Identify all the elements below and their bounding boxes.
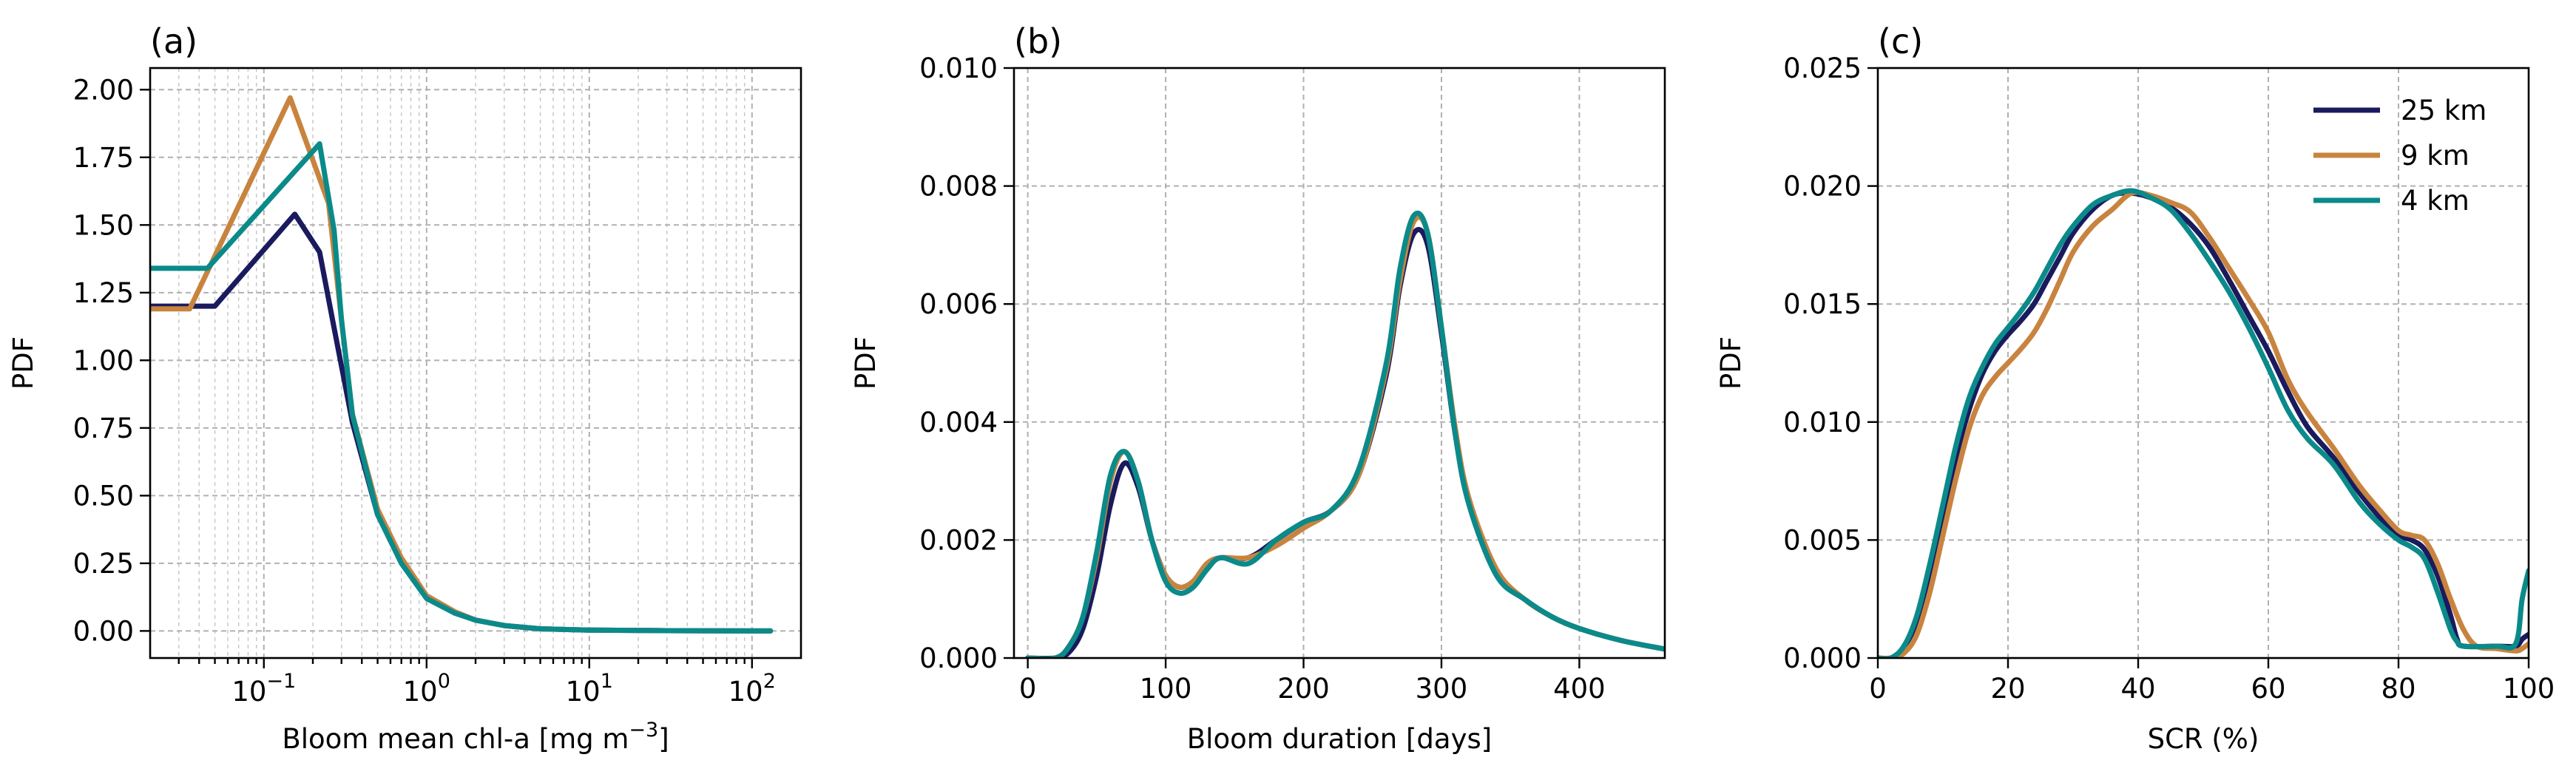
plot-frame — [1013, 67, 1666, 659]
series-line-4-km — [1025, 210, 1665, 658]
plot-frame — [1876, 67, 2530, 659]
x-axis-label: Bloom duration [days] — [1187, 723, 1492, 755]
y-tick-label: 2.00 — [73, 74, 134, 106]
series-line-25-km — [1878, 190, 2529, 658]
panel-a-series — [150, 95, 774, 634]
panel-b: 0 100 200 300 400 0.000 0.002 0.004 0.006 0.008 0.… — [850, 21, 1666, 755]
y-tick-label: 0.004 — [919, 407, 998, 438]
y-tick-label: 0.50 — [73, 480, 134, 512]
series-line-25-km — [150, 211, 774, 634]
y-tick-label: 1.25 — [73, 277, 134, 309]
series-line-9-km — [1878, 189, 2529, 658]
legend-label-4-km: 4 km — [2401, 185, 2469, 217]
y-tick-label: 0.015 — [1783, 288, 1862, 320]
x-tick-label: 10−1 — [231, 670, 296, 708]
x-tick-label: 100 — [2503, 673, 2555, 705]
y-tick-label: 1.75 — [73, 142, 134, 174]
y-tick-label: 0.010 — [919, 52, 998, 84]
y-tick-label: 0.025 — [1783, 52, 1862, 84]
y-tick-label: 0.005 — [1783, 524, 1862, 556]
panel-c-series — [1878, 188, 2529, 658]
x-tick-label: 400 — [1553, 673, 1606, 705]
y-tick-label: 0.002 — [919, 524, 998, 556]
legend-label-9-km: 9 km — [2401, 140, 2469, 172]
panel-b-series — [1025, 210, 1665, 658]
series-line-4-km — [1878, 188, 2529, 658]
y-tick-label: 0.00 — [73, 615, 134, 647]
x-tick-label: 80 — [2381, 673, 2416, 705]
y-tick-label: 1.00 — [73, 345, 134, 376]
x-axis-label: Bloom mean chl-a [mg m−3] — [282, 719, 669, 755]
y-axis-label: PDF — [7, 336, 39, 390]
x-tick-label: 40 — [2120, 673, 2155, 705]
x-tick-label: 20 — [1990, 673, 2025, 705]
series-line-4-km — [150, 141, 774, 634]
plot-frame — [149, 67, 802, 659]
series-line-25-km — [1025, 226, 1665, 658]
y-axis-label: PDF — [850, 336, 882, 390]
panel-label: (b) — [1014, 21, 1062, 61]
y-tick-label: 0.000 — [1783, 642, 1862, 674]
x-tick-label: 100 — [1140, 673, 1192, 705]
x-tick-label: 0 — [1869, 673, 1887, 705]
x-tick-label: 60 — [2251, 673, 2285, 705]
y-tick-label: 0.008 — [919, 171, 998, 203]
y-tick-label: 0.25 — [73, 548, 134, 580]
x-axis-label: SCR (%) — [2148, 723, 2259, 755]
y-tick-label: 1.50 — [73, 209, 134, 241]
y-axis-label: PDF — [1715, 336, 1747, 390]
y-tick-label: 0.000 — [919, 642, 998, 674]
panel-c: 0 20 40 60 80 100 0.000 0.005 0.010 0.015 0.020 0.0… — [1715, 21, 2555, 755]
series-line-9-km — [1025, 214, 1665, 658]
y-tick-label: 0.020 — [1783, 171, 1862, 203]
series-line-9-km — [150, 95, 774, 634]
legend-label-25-km: 25 km — [2401, 95, 2487, 126]
y-tick-label: 0.75 — [73, 413, 134, 444]
x-tick-label: 100 — [403, 670, 450, 708]
y-tick-label: 0.010 — [1783, 407, 1862, 438]
panel-a: 10−1 100 101 102 0.00 0.25 0.50 0.75 1.00 1.25 1.5… — [7, 21, 802, 755]
legend: 25 km 9 km 4 km — [2313, 95, 2487, 217]
x-tick-label: 0 — [1019, 673, 1037, 705]
x-tick-label: 101 — [566, 670, 613, 708]
panel-label: (a) — [150, 21, 197, 61]
x-tick-label: 300 — [1416, 673, 1468, 705]
y-tick-label: 0.006 — [919, 288, 998, 320]
x-tick-label: 102 — [728, 670, 776, 708]
x-tick-label: 200 — [1277, 673, 1330, 705]
panel-label: (c) — [1878, 21, 1923, 61]
